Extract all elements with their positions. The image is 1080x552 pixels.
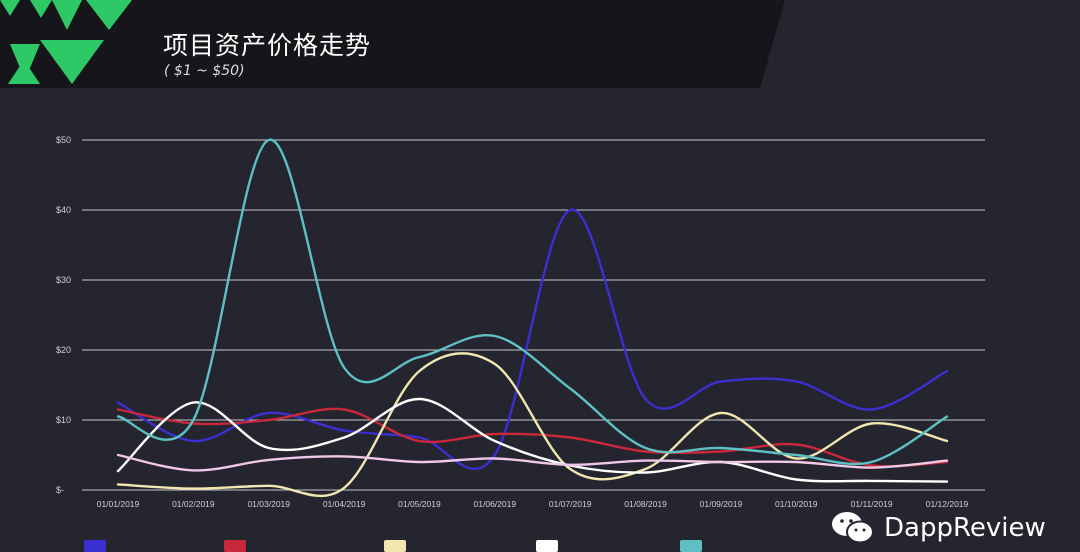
- series-lines: [116, 138, 949, 498]
- header-band: [0, 0, 785, 88]
- page-title: 项目资产价格走势: [163, 31, 372, 60]
- series-line-6: [116, 453, 949, 472]
- series-line-4: [116, 397, 949, 483]
- y-tick-label: $30: [56, 275, 71, 285]
- y-tick-label: $10: [56, 415, 71, 425]
- legend-swatch: [84, 540, 106, 552]
- legend-swatch: [680, 540, 702, 552]
- legend-swatch: [224, 540, 246, 552]
- y-tick-label: $20: [56, 345, 71, 355]
- watermark-text: DappReview: [884, 513, 1046, 543]
- x-tick-label: 01/07/2019: [549, 499, 592, 509]
- x-tick-label: 01/05/2019: [398, 499, 441, 509]
- y-tick-label: $50: [56, 135, 71, 145]
- logo-triangles-icon: [0, 0, 132, 84]
- x-tick-label: 01/09/2019: [700, 499, 743, 509]
- x-tick-label: 01/04/2019: [323, 499, 366, 509]
- legend: [0, 532, 830, 552]
- x-tick-label: 01/08/2019: [624, 499, 667, 509]
- series-line-2: [116, 407, 949, 468]
- y-tick-label: $-: [56, 485, 64, 495]
- y-tick-label: $40: [56, 205, 71, 215]
- x-tick-label: 01/06/2019: [474, 499, 517, 509]
- x-tick-label: 01/10/2019: [775, 499, 818, 509]
- series-line-3: [116, 352, 949, 498]
- watermark: DappReview: [830, 508, 1046, 548]
- x-tick-label: 01/03/2019: [247, 499, 290, 509]
- series-line-5: [116, 138, 949, 466]
- x-tick-label: 01/11/2019: [851, 499, 893, 509]
- legend-swatch: [536, 540, 558, 552]
- x-tick-label: 01/02/2019: [172, 499, 215, 509]
- x-tick-label: 01/12/2019: [926, 499, 969, 509]
- legend-swatch: [384, 540, 406, 552]
- page-subtitle: ( $1 ~ $50): [164, 63, 245, 79]
- x-axis-ticks: 01/01/2019 01/02/2019 01/03/2019 01/04/2019…: [97, 499, 969, 509]
- wechat-icon: [832, 512, 874, 544]
- series-line-1: [116, 208, 949, 471]
- x-tick-label: 01/01/2019: [97, 499, 140, 509]
- y-axis-ticks: $- $10 $20 $30 $40 $50: [56, 135, 71, 495]
